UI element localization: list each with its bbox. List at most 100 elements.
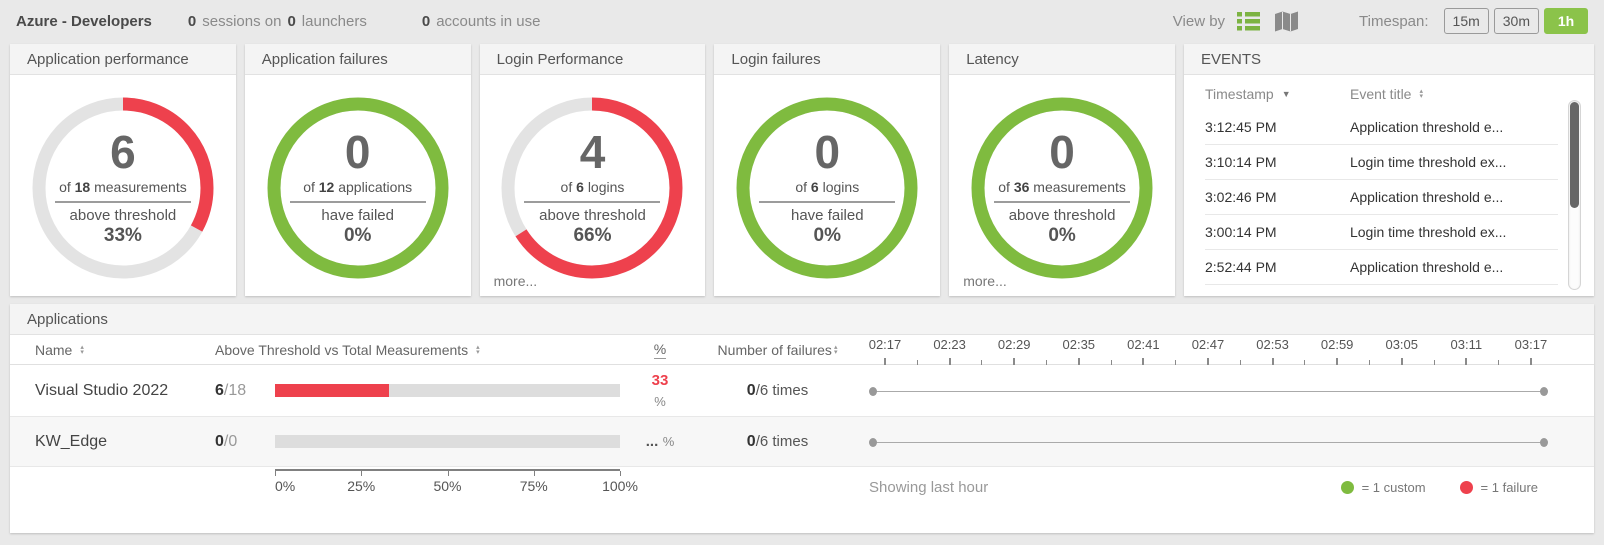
donut-gauge: 4 of 6 logins above threshold 66%: [498, 94, 686, 282]
application-name: KW_Edge: [35, 432, 108, 450]
timeline-legend: = 1 custom = 1 failure: [1340, 480, 1538, 495]
events-sort-timestamp[interactable]: Timestamp ▼: [1205, 86, 1350, 102]
gauge-card: Application performance 6 of 18 measurem…: [10, 44, 236, 296]
event-row[interactable]: 3:02:46 PM Application threshold e...: [1204, 180, 1558, 215]
gauge-condition: above threshold: [539, 207, 646, 225]
applications-panel: Applications Name ▴ ▾ Above Threshold vs …: [10, 304, 1594, 533]
gauge-title: Application performance: [10, 44, 236, 75]
timespan-15m-button[interactable]: 15m: [1443, 8, 1489, 34]
timespan-1h-button[interactable]: 1h: [1544, 8, 1588, 34]
accounts-stat: 0 accounts in use: [422, 13, 541, 30]
gauge-percent: 0%: [813, 225, 842, 247]
sort-percent-header[interactable]: %: [630, 341, 690, 359]
events-list: 3:12:45 PM Application threshold e... 3:…: [1204, 110, 1558, 285]
gauge-of-line: of 6 logins: [795, 179, 860, 196]
sessions-label: sessions on: [202, 12, 282, 30]
failures-column-label: Number of failures: [717, 342, 832, 358]
gauge-of-line: of 12 applications: [303, 179, 413, 196]
gauges-row: Application performance 6 of 18 measurem…: [10, 44, 1594, 296]
events-sort-title[interactable]: Event title ▴ ▾: [1350, 86, 1423, 102]
time-tick-label: 02:35: [1062, 337, 1096, 352]
gauge-of-line: of 6 logins: [560, 179, 625, 196]
sort-threshold-header[interactable]: Above Threshold vs Total Measurements ▴ ▾: [215, 342, 630, 358]
gauge-value: 0: [1049, 125, 1075, 178]
gauge-title: Login failures: [714, 44, 941, 75]
launchers-count: 0: [287, 12, 296, 30]
application-row[interactable]: KW_Edge 0/0 ... % 0/6 times: [10, 417, 1594, 467]
event-row[interactable]: 3:10:14 PM Login time threshold ex...: [1204, 145, 1558, 180]
percent-column-label: %: [653, 341, 667, 357]
time-tick-label: 02:53: [1256, 337, 1289, 352]
percent-axis-label: 0%: [275, 478, 296, 494]
threshold-bar: [275, 435, 630, 448]
event-title: Login time threshold ex...: [1349, 154, 1507, 170]
events-title: EVENTS: [1183, 44, 1594, 75]
sort-icon: ▴ ▾: [476, 344, 480, 356]
topbar: Azure - Developers 0 sessions on 0 launc…: [0, 0, 1604, 42]
sort-failures-header[interactable]: Number of failures ▴ ▾: [690, 342, 865, 358]
event-title: Application threshold e...: [1349, 189, 1504, 205]
applications-title: Applications: [10, 304, 1594, 335]
gauge-of-line: of 18 measurements: [59, 179, 187, 196]
gauge-title: Application failures: [244, 44, 471, 75]
donut-gauge: 0 of 36 measurements above threshold 0%: [968, 94, 1156, 282]
timeline-line: [869, 386, 1548, 396]
sessions-count: 0: [187, 12, 197, 30]
events-scrollbar[interactable]: [1567, 100, 1581, 290]
timeline-cell: [865, 417, 1594, 466]
more-link[interactable]: more...: [963, 273, 1007, 289]
gauge-title: Latency: [949, 44, 1175, 75]
gauge-percent: 0%: [343, 225, 372, 247]
gauge-divider: [54, 201, 191, 204]
map-view-icon[interactable]: [1274, 11, 1299, 32]
percent-cell: 33 %: [651, 371, 669, 410]
application-row[interactable]: Visual Studio 2022 6/18 33 % 0/6 times: [10, 365, 1594, 417]
time-tick-label: 02:29: [997, 337, 1031, 352]
showing-note: Showing last hour: [869, 479, 989, 496]
gauge-card: Login Performance 4 of 6 logins above th…: [479, 44, 706, 296]
gauge-card: Application failures 0 of 12 application…: [244, 44, 471, 296]
list-view-icon[interactable]: [1237, 11, 1261, 31]
gauge-condition: above threshold: [69, 207, 177, 225]
sort-name-header[interactable]: Name ▴ ▾: [10, 342, 215, 358]
failures-cell: 0/6 times: [746, 381, 809, 399]
sort-icon: ▴ ▾: [80, 344, 84, 356]
gauge-of-line: of 36 measurements: [998, 179, 1126, 196]
event-timestamp: 3:02:46 PM: [1204, 189, 1277, 205]
time-tick-label: 02:47: [1191, 337, 1225, 352]
events-column-headers: Timestamp ▼ Event title ▴ ▾: [1184, 75, 1594, 110]
gauge-divider: [994, 201, 1131, 204]
event-row[interactable]: 3:12:45 PM Application threshold e...: [1204, 110, 1558, 145]
time-tick-label: 02:59: [1320, 337, 1354, 352]
percent-axis: 0% 25% 50% 75% 100%: [275, 469, 638, 495]
gauge-percent: 66%: [573, 225, 612, 247]
legend-dot-icon: [1459, 481, 1473, 494]
legend-item: = 1 custom: [1340, 480, 1426, 495]
gauge-card: Latency 0 of 36 measurements above thres…: [949, 44, 1175, 296]
threshold-bar: [275, 384, 630, 397]
accounts-label: accounts in use: [436, 12, 541, 30]
accounts-count: 0: [421, 12, 431, 30]
gauge-title: Login Performance: [479, 44, 706, 75]
percent-axis-label: 50%: [433, 478, 462, 494]
legend-item: = 1 failure: [1459, 480, 1538, 495]
gauge-value: 0: [814, 125, 841, 178]
events-scrollbar-thumb[interactable]: [1569, 102, 1579, 209]
event-timestamp: 2:52:44 PM: [1204, 259, 1277, 275]
more-link[interactable]: more...: [493, 273, 538, 289]
applications-table-body: Visual Studio 2022 6/18 33 % 0/6 times K…: [10, 365, 1594, 467]
gauge-value: 4: [579, 125, 606, 178]
event-row[interactable]: 3:00:14 PM Login time threshold ex...: [1204, 215, 1558, 250]
timeline-cell: [865, 365, 1594, 416]
donut-ring: [32, 97, 214, 278]
threshold-ratio: 0/0: [215, 432, 238, 450]
event-row[interactable]: 2:52:44 PM Application threshold e...: [1204, 250, 1558, 285]
sessions-stat: 0 sessions on 0 launchers: [188, 13, 367, 30]
event-title: Login time threshold ex...: [1349, 224, 1507, 240]
time-tick-label: 03:17: [1514, 337, 1548, 352]
donut-ring: [267, 97, 449, 278]
sort-icon: ▴ ▾: [1419, 88, 1423, 100]
bar-track: [275, 435, 620, 448]
timespan-30m-button[interactable]: 30m: [1493, 8, 1539, 34]
event-title: Application threshold e...: [1349, 119, 1504, 135]
